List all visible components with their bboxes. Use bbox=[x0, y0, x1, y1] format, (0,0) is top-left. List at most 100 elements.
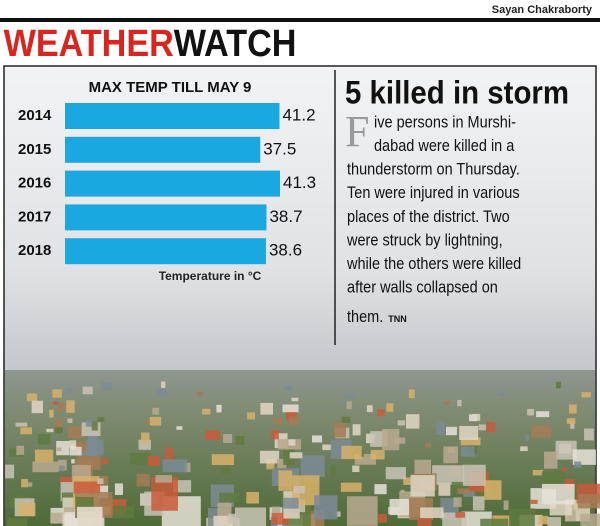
building bbox=[278, 470, 293, 491]
building bbox=[59, 476, 73, 484]
building bbox=[333, 422, 346, 438]
building bbox=[432, 465, 465, 485]
building bbox=[420, 507, 444, 519]
building bbox=[530, 499, 538, 504]
building bbox=[57, 402, 65, 412]
building bbox=[68, 426, 85, 439]
building bbox=[370, 449, 385, 460]
building bbox=[32, 461, 59, 473]
building bbox=[462, 464, 486, 486]
body-line: Ten were injured in various bbox=[347, 184, 520, 202]
building bbox=[461, 446, 475, 457]
building bbox=[26, 393, 38, 402]
building bbox=[138, 439, 151, 450]
building bbox=[284, 385, 292, 391]
building bbox=[260, 402, 274, 415]
building bbox=[282, 497, 299, 509]
building bbox=[247, 412, 256, 420]
building bbox=[374, 484, 387, 495]
building bbox=[352, 465, 360, 473]
building bbox=[397, 420, 406, 426]
building bbox=[366, 405, 373, 413]
building bbox=[377, 409, 385, 417]
building bbox=[385, 467, 406, 480]
drop-cap: F bbox=[345, 107, 369, 156]
building bbox=[472, 413, 481, 421]
category-label: 2016 bbox=[18, 175, 51, 192]
building bbox=[408, 389, 415, 399]
building bbox=[311, 435, 323, 443]
building bbox=[455, 512, 465, 518]
building bbox=[291, 397, 299, 402]
building bbox=[288, 439, 296, 446]
body-line: thunderstorm on Thursday. bbox=[347, 161, 520, 179]
building bbox=[58, 465, 65, 472]
building bbox=[246, 492, 259, 504]
body-line: them. bbox=[347, 308, 383, 326]
building bbox=[97, 478, 104, 485]
building bbox=[497, 392, 505, 396]
building bbox=[136, 473, 150, 487]
body-line: places of the district. Two bbox=[347, 208, 510, 226]
building bbox=[459, 425, 479, 441]
building bbox=[18, 503, 36, 516]
building bbox=[69, 446, 82, 456]
building bbox=[273, 418, 283, 425]
building bbox=[403, 477, 411, 485]
building bbox=[417, 518, 432, 526]
building bbox=[25, 482, 33, 487]
building bbox=[480, 518, 509, 526]
building bbox=[389, 498, 410, 516]
building bbox=[82, 386, 93, 395]
building bbox=[66, 400, 75, 413]
building bbox=[330, 464, 336, 476]
building bbox=[223, 434, 233, 443]
building bbox=[484, 480, 502, 500]
building bbox=[503, 500, 509, 510]
building bbox=[577, 494, 600, 509]
building bbox=[74, 441, 91, 453]
building bbox=[219, 492, 240, 503]
building bbox=[451, 481, 465, 489]
building bbox=[176, 426, 183, 430]
building bbox=[7, 517, 28, 526]
building bbox=[49, 409, 54, 418]
building bbox=[520, 446, 528, 452]
buildings bbox=[5, 381, 600, 526]
building bbox=[457, 399, 462, 407]
building bbox=[31, 400, 44, 414]
bar bbox=[65, 204, 267, 231]
building bbox=[67, 418, 73, 424]
building bbox=[531, 424, 552, 438]
building bbox=[289, 452, 303, 459]
value-label: 38.6 bbox=[269, 241, 302, 260]
x-axis-label: Temperature in °C bbox=[159, 269, 262, 283]
building bbox=[293, 486, 305, 494]
building bbox=[282, 404, 299, 413]
building bbox=[378, 513, 387, 523]
headline: 5 killed in storm bbox=[345, 74, 569, 110]
title-black: WATCH bbox=[174, 21, 297, 64]
category-label: 2015 bbox=[18, 141, 51, 158]
building bbox=[147, 456, 160, 467]
building bbox=[386, 403, 394, 412]
building bbox=[444, 401, 451, 405]
building bbox=[161, 381, 166, 388]
building bbox=[20, 427, 32, 435]
building bbox=[460, 437, 481, 446]
building bbox=[436, 420, 445, 436]
building bbox=[71, 459, 75, 464]
building bbox=[457, 488, 470, 494]
building bbox=[344, 393, 355, 398]
building bbox=[77, 511, 103, 526]
building bbox=[101, 382, 113, 391]
building bbox=[21, 478, 29, 488]
value-label: 37.5 bbox=[263, 139, 296, 158]
building bbox=[410, 475, 435, 497]
building bbox=[151, 477, 178, 511]
building bbox=[584, 428, 594, 441]
building bbox=[184, 462, 191, 473]
building bbox=[446, 426, 457, 436]
building bbox=[405, 414, 420, 429]
